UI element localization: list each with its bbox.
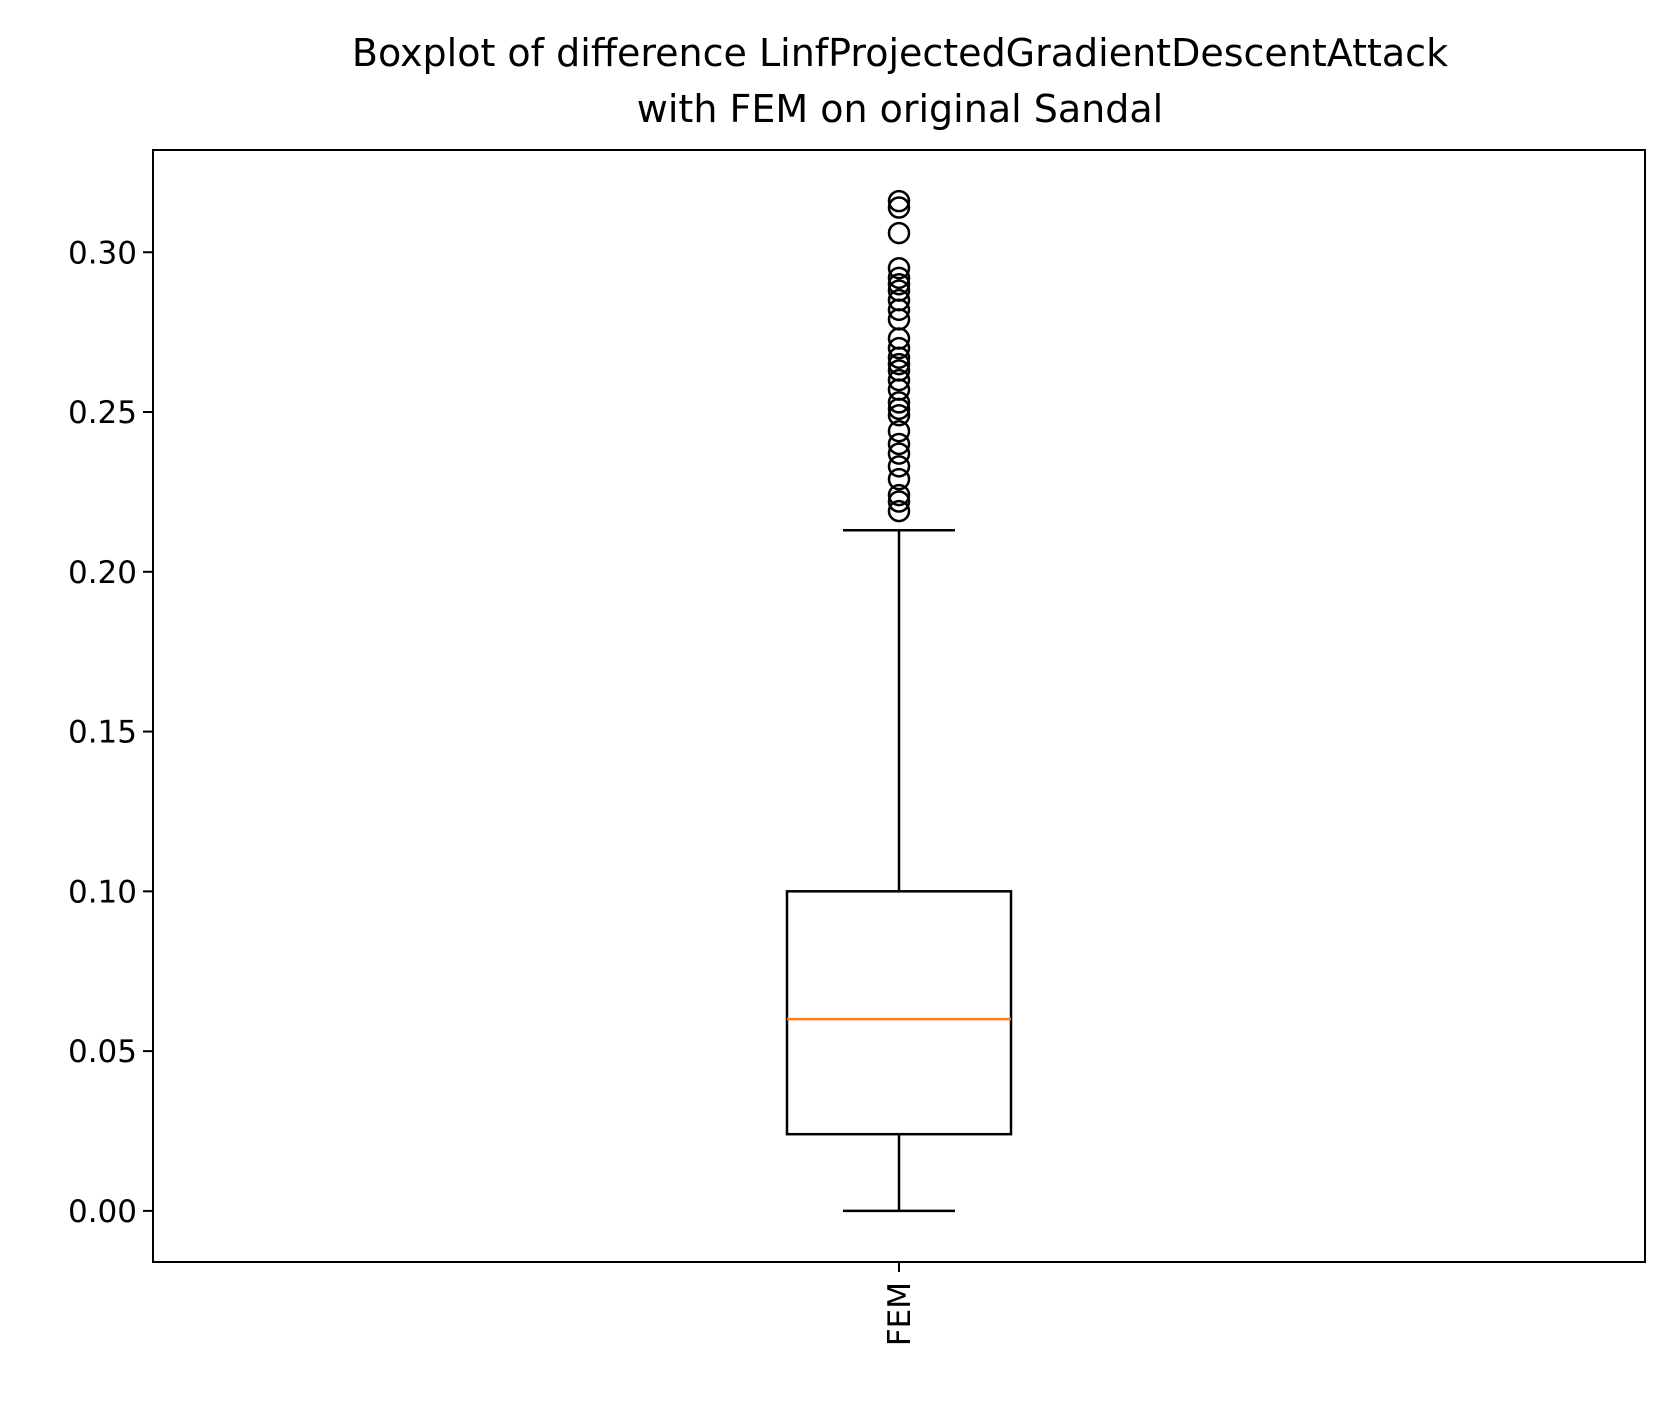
outlier-point-6 [887, 432, 911, 456]
outlier-point-8 [887, 403, 911, 427]
y-tick-label-6: 0.30 [68, 235, 137, 271]
chart-title-line-2: with FEM on original Sandal [637, 87, 1163, 131]
y-tick-label-5: 0.25 [68, 395, 137, 431]
outlier-point-13 [887, 359, 911, 382]
outlier-point-25 [887, 221, 911, 245]
outlier-point-20 [887, 288, 911, 312]
outlier-point-2 [887, 483, 911, 507]
outlier-point-23 [887, 266, 911, 290]
outlier-point-12 [887, 368, 911, 392]
x-tick-label-0: FEM [882, 1282, 918, 1346]
outlier-point-21 [887, 279, 911, 302]
outlier-point-4 [887, 455, 911, 478]
outlier-point-5 [887, 442, 911, 465]
y-tick-label-1: 0.05 [68, 1034, 137, 1070]
box-iqr-0 [785, 890, 1013, 1136]
plot-frame [152, 149, 1646, 1263]
y-tick-label-2: 0.10 [68, 874, 137, 910]
outlier-point-27 [887, 189, 911, 213]
y-tick-label-3: 0.15 [68, 715, 137, 751]
outlier-point-0 [887, 499, 911, 523]
outlier-point-1 [887, 490, 911, 513]
outlier-point-26 [887, 196, 911, 219]
y-tick-label-4: 0.20 [68, 555, 137, 591]
outlier-point-7 [887, 419, 911, 443]
y-tick-label-0: 0.00 [68, 1194, 137, 1230]
outlier-point-10 [887, 391, 911, 414]
chart-title-line-1: Boxplot of difference LinfProjectedGradi… [352, 31, 1448, 75]
outlier-point-3 [887, 467, 911, 491]
plot-area: 0.00 0.05 0.10 0.15 0.20 0.25 0.30 FEM [68, 189, 1013, 1346]
outlier-point-22 [887, 272, 911, 296]
outlier-point-16 [887, 336, 911, 360]
outlier-point-24 [887, 256, 911, 280]
outlier-point-14 [887, 352, 911, 376]
